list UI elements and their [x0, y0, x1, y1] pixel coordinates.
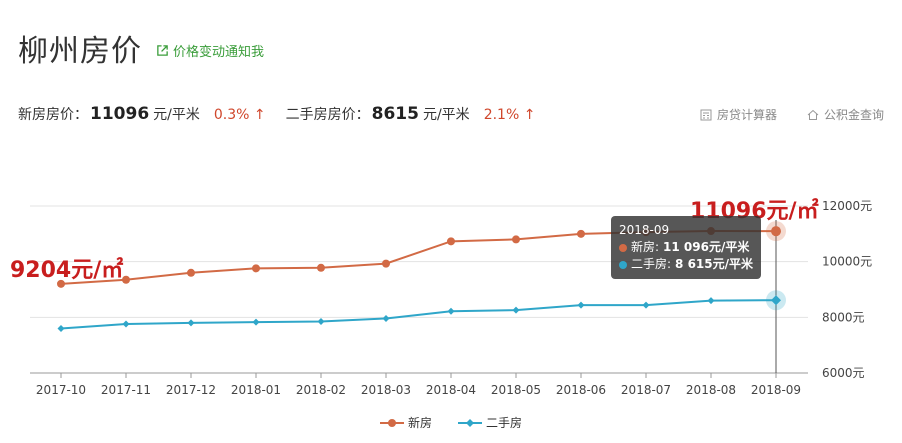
new-price-change-value: 0.3% [213, 107, 250, 123]
new-price-point [122, 275, 130, 284]
new-price-point [577, 229, 585, 238]
new-price-point [57, 279, 65, 288]
second-price-point [771, 295, 781, 306]
second-price-unit: 元/平米 [422, 107, 470, 123]
tooltip-second-value: 8 615元/平米 [675, 257, 754, 271]
legend-second-marker [458, 418, 482, 427]
new-price-point [187, 268, 195, 277]
chart-tooltip: 2018-09 新房: 11 096元/平米 二手房: 8 615元/平米 [611, 216, 761, 279]
x-tick-label: 2018-04 [426, 383, 476, 397]
external-link-icon [157, 45, 168, 56]
second-price-point [447, 307, 455, 315]
tooltip-second-label: 二手房: [631, 257, 672, 271]
second-price-point [707, 297, 715, 305]
second-price-point [382, 314, 390, 322]
chart-legend: 新房 二手房 [0, 414, 902, 431]
new-price-point [252, 264, 260, 273]
new-series-dot [619, 243, 627, 252]
legend-second-label: 二手房 [486, 416, 523, 430]
legend-item-second[interactable]: 二手房 [458, 414, 522, 431]
start-price-label: 9204元/㎡ [10, 258, 124, 283]
second-price-line [60, 299, 777, 330]
housing-fund-link[interactable]: 公积金查询 [807, 106, 884, 123]
y-tick-label: 10000元 [822, 255, 872, 269]
new-price-point [771, 226, 781, 237]
new-price-unit: 元/平米 [153, 107, 200, 123]
y-tick-label: 8000元 [822, 310, 865, 324]
x-tick-label: 2018-05 [491, 383, 541, 397]
price-summary: 新房房价： 11096 元/平米 0.3% ↑ 二手房房价： 8615 元/平米… [18, 104, 555, 124]
x-tick-label: 2018-06 [556, 383, 606, 397]
up-arrow-icon: ↑ [253, 107, 266, 123]
x-tick-label: 2017-10 [36, 383, 86, 397]
house-icon [807, 109, 819, 120]
new-price-change: 0.3% ↑ [214, 107, 266, 123]
second-price-point [122, 320, 130, 328]
tooltip-new-label: 新房: [631, 240, 660, 254]
new-price-point [512, 235, 520, 244]
tooltip-date: 2018-09 [619, 223, 670, 237]
new-price-value: 11096 [90, 104, 150, 124]
price-alert-label: 价格变动通知我 [173, 45, 265, 60]
x-tick-label: 2018-07 [621, 383, 671, 397]
second-price-point [317, 318, 325, 326]
second-price-point [577, 301, 585, 309]
new-price-point [317, 263, 325, 272]
second-price-change: 2.1% ↑ [484, 107, 536, 123]
second-price-point [252, 318, 260, 326]
second-price-point [512, 306, 520, 314]
housing-fund-label: 公积金查询 [823, 108, 884, 122]
y-tick-label: 12000元 [822, 199, 872, 213]
legend-new-label: 新房 [407, 416, 432, 430]
second-price-label: 二手房房价： [285, 107, 370, 123]
tooltip-second-row: 二手房: 8 615元/平米 [619, 256, 753, 273]
calculator-icon [700, 109, 712, 120]
x-tick-label: 2017-12 [166, 383, 216, 397]
legend-item-new[interactable]: 新房 [379, 414, 432, 431]
x-tick-label: 2017-11 [101, 383, 151, 397]
tool-links: 房贷计算器 公积金查询 [700, 106, 884, 123]
x-tick-label: 2018-03 [361, 383, 411, 397]
loan-calculator-label: 房贷计算器 [716, 108, 777, 122]
x-tick-label: 2018-01 [231, 383, 281, 397]
tooltip-new-value: 11 096元/平米 [663, 240, 750, 254]
second-series-dot [619, 260, 627, 269]
up-arrow-icon: ↑ [523, 107, 536, 123]
new-price-point [382, 259, 390, 268]
y-tick-label: 6000元 [822, 366, 865, 380]
second-price-point [57, 324, 65, 332]
new-price-label: 新房房价： [18, 107, 88, 123]
new-price-point [447, 237, 455, 246]
second-price-point [187, 319, 195, 327]
second-price-point [642, 301, 650, 309]
x-tick-label: 2018-02 [296, 383, 346, 397]
tooltip-new-row: 新房: 11 096元/平米 [619, 239, 753, 256]
x-tick-label: 2018-08 [686, 383, 736, 397]
loan-calculator-link[interactable]: 房贷计算器 [700, 106, 777, 123]
page-title: 柳州房价 [18, 34, 142, 69]
second-price-value: 8615 [371, 104, 419, 124]
legend-new-marker [379, 418, 404, 427]
second-price-change-value: 2.1% [483, 107, 520, 123]
x-tick-label: 2018-09 [751, 383, 801, 397]
price-alert-link[interactable]: 价格变动通知我 [156, 41, 264, 60]
